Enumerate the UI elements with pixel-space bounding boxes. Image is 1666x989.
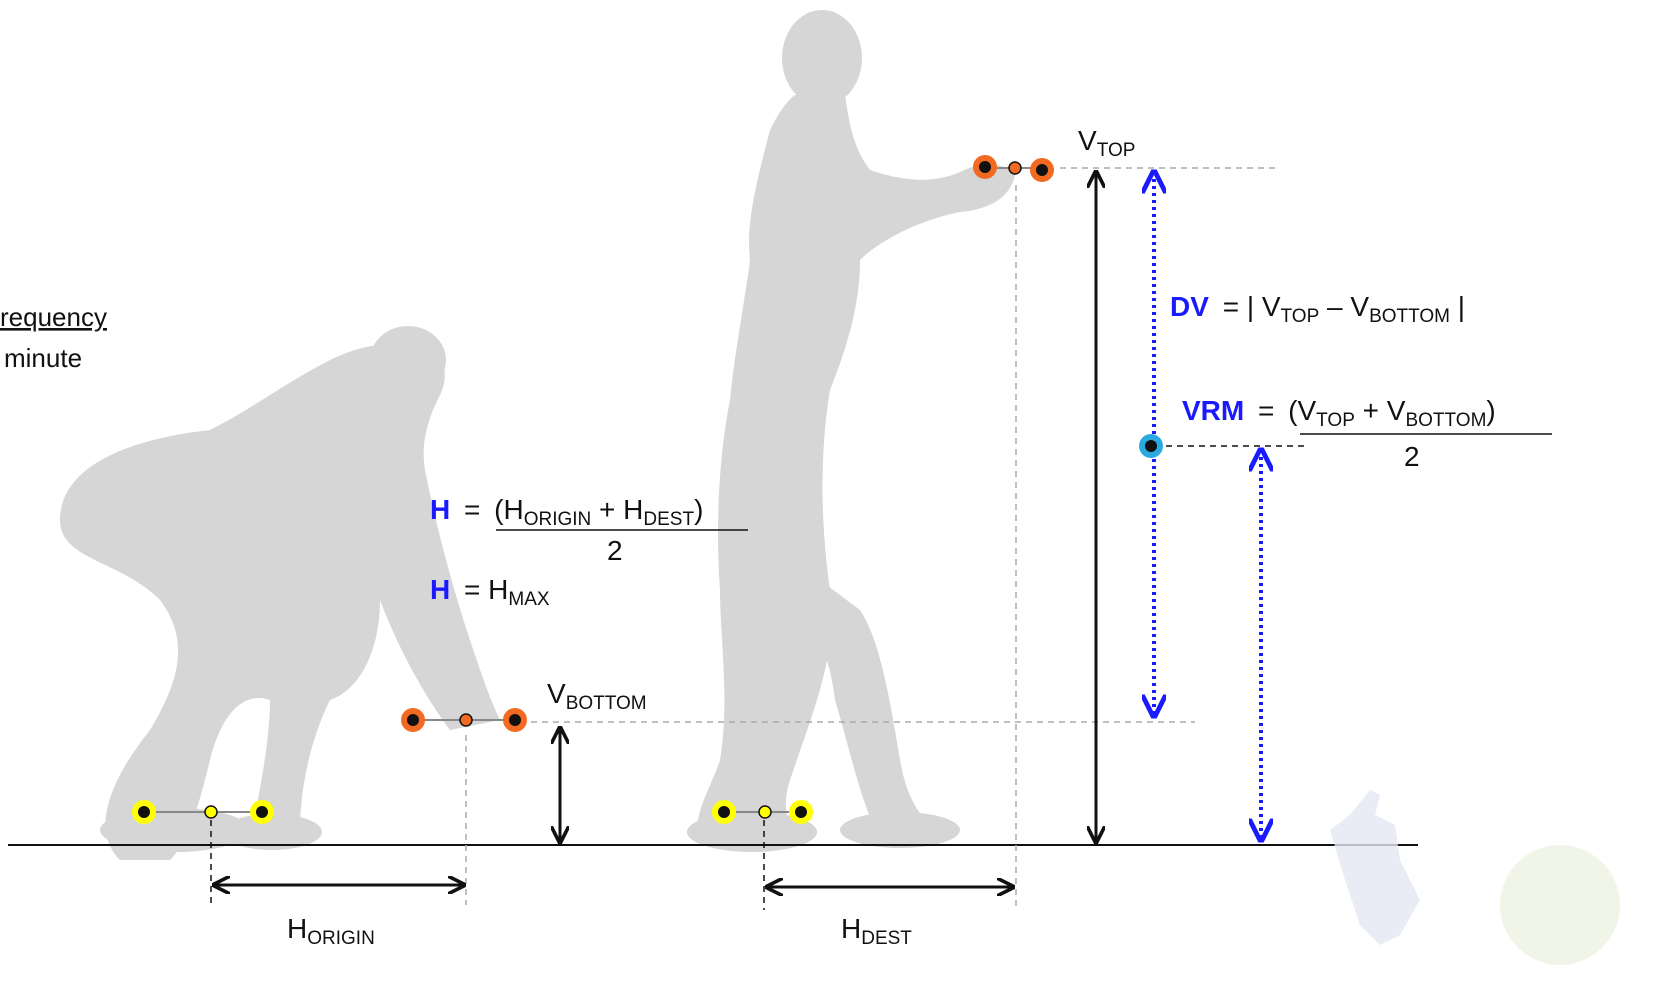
h-dest-label: HDEST	[841, 913, 912, 949]
v-bottom-label: VBOTTOM	[547, 678, 647, 714]
svg-text:2: 2	[1404, 441, 1420, 472]
top-hand-markers	[973, 155, 1054, 182]
frequency-fragment: requency	[0, 302, 107, 332]
left-foot-markers	[132, 800, 274, 824]
right-foot-markers	[712, 800, 813, 824]
svg-text:VRM = (VTOP + VBOT: VRM = (VTOP + VBOTTOM)	[1182, 395, 1496, 431]
standing-figure	[687, 10, 1015, 852]
logo-watermark-icon	[1500, 845, 1620, 965]
vrm-formula: VRM = (VTOP + VBOTTOM) 2	[1182, 395, 1552, 472]
svg-text:2: 2	[607, 535, 623, 566]
foot-guide-lines	[210, 445, 1305, 910]
minute-fragment: minute	[4, 343, 82, 373]
bottom-hand-markers	[401, 708, 527, 732]
statue-watermark-icon	[1330, 790, 1420, 945]
vrm-marker	[1139, 434, 1163, 458]
h-origin-label: HORIGIN	[287, 913, 375, 949]
dv-formula: DV = | VTOP – VBOTTOM |	[1170, 291, 1465, 327]
h-average-formula: H = (HORIGIN + HDEST) 2	[430, 494, 748, 566]
v-top-label: VTOP	[1078, 125, 1135, 161]
crouching-figure	[60, 326, 500, 860]
svg-text:H = (HORIGIN + HDE: H = (HORIGIN + HDEST)	[430, 494, 703, 530]
h-max-formula: H = HMAX	[430, 574, 550, 610]
guide-lines	[465, 167, 1280, 910]
